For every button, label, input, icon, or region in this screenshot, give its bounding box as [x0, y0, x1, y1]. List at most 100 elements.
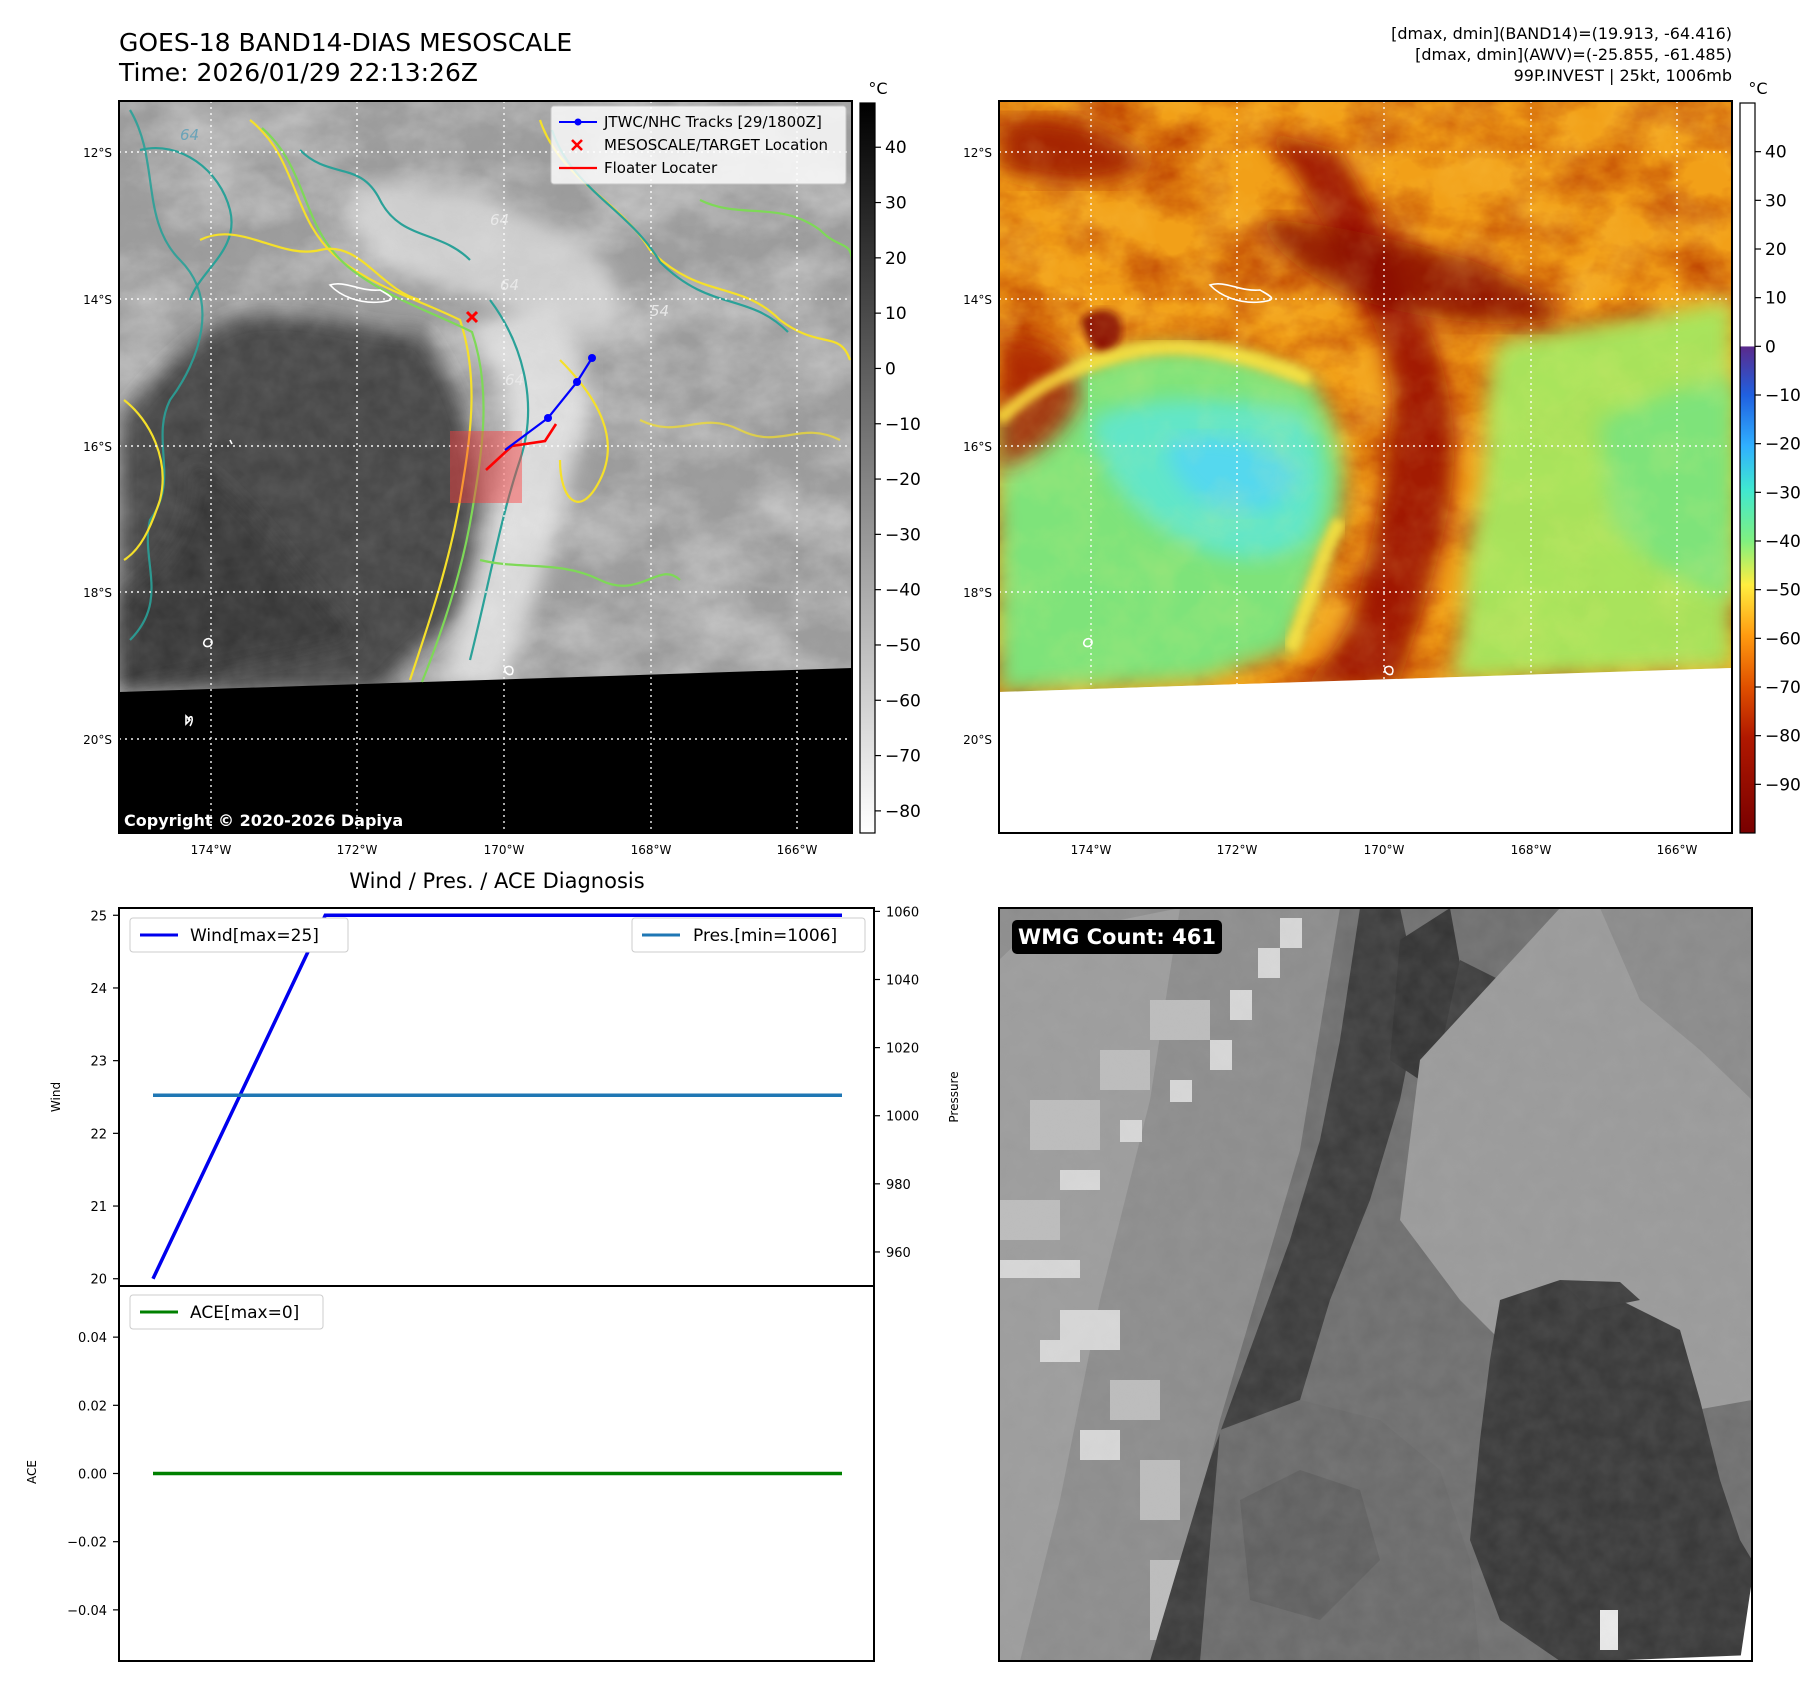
- wmg-count-label: WMG Count: 461: [1018, 925, 1216, 949]
- lat-label: 14°S: [963, 293, 992, 307]
- wmg-count-badge: [1012, 920, 1222, 954]
- colorbar-tick-label: −30: [885, 525, 921, 545]
- colorbar-tick-label: 40: [1765, 143, 1787, 163]
- lon-label: 170°W: [1364, 843, 1405, 857]
- wind-ytick-label: 22: [90, 1127, 107, 1142]
- lat-label: 18°S: [963, 586, 992, 600]
- ace-ytick-label: 0.02: [78, 1399, 107, 1414]
- lat-label: 14°S: [83, 293, 112, 307]
- wind-ytick-label: 21: [90, 1200, 107, 1215]
- colorbar-tick-label: −70: [1765, 678, 1801, 698]
- ace-ytick-label: 0.04: [78, 1331, 107, 1346]
- colorbar-tick-label: −40: [1765, 532, 1801, 552]
- colorbar-tick-label: 40: [885, 138, 907, 158]
- title-line2: Time: 2026/01/29 22:13:26Z: [118, 58, 478, 87]
- title-line1: GOES-18 BAND14-DIAS MESOSCALE: [119, 28, 572, 57]
- pressure-ytick-label: 1040: [886, 974, 919, 989]
- lat-label: 18°S: [83, 586, 112, 600]
- pressure-legend-label: Pres.[min=1006]: [693, 926, 837, 946]
- legend-target: MESOSCALE/TARGET Location: [604, 136, 828, 154]
- ir-legend: JTWC/NHC Tracks [29/1800Z] MESOSCALE/TAR…: [550, 105, 847, 185]
- colorbar-tick-label: −80: [885, 802, 921, 822]
- lon-label: 174°W: [191, 843, 232, 857]
- colorbar-tick-label: 30: [1765, 191, 1787, 211]
- lon-label: 168°W: [631, 843, 672, 857]
- lat-label: 20°S: [83, 733, 112, 747]
- wind-series-line: [151, 913, 842, 1280]
- wind-ytick-label: 24: [90, 982, 107, 997]
- pressure-ytick-label: 980: [886, 1178, 911, 1193]
- ir-colorbar-unit: °C: [868, 79, 887, 98]
- pressure-ytick-label: 1000: [886, 1110, 919, 1125]
- contour-label: 64: [180, 126, 199, 144]
- jtwc-track-point: [573, 378, 581, 386]
- colorbar-tick-label: 20: [1765, 240, 1787, 260]
- awv-map-panel: 12°S 14°S 16°S 18°S 20°S 174°W 172°W 170…: [963, 79, 1801, 857]
- legend-floater: Floater Locater: [604, 159, 718, 177]
- lon-label: 174°W: [1071, 843, 1112, 857]
- lat-label: 12°S: [963, 146, 992, 160]
- ace-ytick-label: 0.00: [78, 1468, 107, 1483]
- wind-legend: Wind[max=25]: [129, 917, 349, 953]
- awv-colorbar: °C 40 30 20 10 0 −10 −20 −30 −40 −50 −60 −70 −80 −90: [1739, 79, 1801, 834]
- legend-jtwc: JTWC/NHC Tracks [29/1800Z]: [603, 113, 822, 131]
- pressure-ytick-label: 1060: [886, 905, 919, 920]
- lat-label: 16°S: [83, 440, 112, 454]
- storm-info: 99P.INVEST | 25kt, 1006mb: [1514, 66, 1732, 85]
- pressure-legend: Pres.[min=1006]: [631, 917, 866, 953]
- colorbar-tick-label: 0: [1765, 337, 1776, 357]
- colorbar-tick-label: −60: [1765, 629, 1801, 649]
- colorbar-tick-label: 30: [885, 194, 907, 214]
- lon-label: 166°W: [1657, 843, 1698, 857]
- ir-colorbar: °C 40 30 20 10 0 −10 −20 −30 −40 −50 −60 −70 −80: [859, 79, 921, 834]
- copyright: Copyright © 2020-2026 Dapiya: [124, 811, 403, 830]
- lon-label: 168°W: [1511, 843, 1552, 857]
- dminmax-band14: [dmax, dmin](BAND14)=(19.913, -64.416): [1391, 24, 1732, 43]
- colorbar-tick-label: −70: [885, 747, 921, 767]
- wind-ytick-label: 25: [90, 909, 107, 924]
- colorbar-tick-label: −10: [885, 415, 921, 435]
- colorbar-tick-label: −50: [1765, 581, 1801, 601]
- target-location-marker: [465, 310, 479, 324]
- colorbar-tick-label: −20: [1765, 435, 1801, 455]
- jtwc-track-line: [504, 357, 593, 451]
- ir-map-panel: 64 64 64 54 64: [83, 79, 921, 857]
- ace-ytick-label: −0.04: [67, 1604, 107, 1619]
- contour-label: 64: [490, 211, 509, 229]
- wmg-panel: WMG Count: 461: [998, 907, 1753, 1662]
- ace-ytick-label: −0.02: [67, 1536, 107, 1551]
- colorbar-tick-label: −40: [885, 581, 921, 601]
- lat-label: 20°S: [963, 733, 992, 747]
- colorbar-tick-label: 0: [885, 359, 896, 379]
- colorbar-tick-label: −30: [1765, 483, 1801, 503]
- lon-label: 170°W: [484, 843, 525, 857]
- floater-locater-line: [485, 423, 558, 471]
- colorbar-tick-label: −60: [885, 691, 921, 711]
- colorbar-tick-label: −50: [885, 636, 921, 656]
- pressure-ytick-label: 1020: [886, 1042, 919, 1057]
- awv-colorbar-unit: °C: [1748, 79, 1767, 98]
- wind-legend-label: Wind[max=25]: [190, 926, 319, 946]
- wind-ylabel: Wind: [49, 1082, 63, 1112]
- colorbar-tick-label: −80: [1765, 727, 1801, 747]
- pressure-ylabel: Pressure: [947, 1071, 961, 1122]
- colorbar-tick-label: −20: [885, 470, 921, 490]
- wind-ytick-label: 20: [90, 1273, 107, 1288]
- colorbar-tick-label: 20: [885, 249, 907, 269]
- jtwc-track-point: [544, 414, 552, 422]
- lat-label: 12°S: [83, 146, 112, 160]
- colorbar-tick-label: −90: [1765, 775, 1801, 795]
- diagnosis-title: Wind / Pres. / ACE Diagnosis: [349, 869, 644, 893]
- dminmax-awv: [dmax, dmin](AWV)=(-25.855, -61.485): [1415, 45, 1732, 64]
- colorbar-tick-label: −10: [1765, 386, 1801, 406]
- contour-label: 54: [650, 302, 669, 320]
- floater-box: [450, 431, 522, 503]
- ace-ylabel: ACE: [25, 1460, 39, 1484]
- ace-legend: ACE[max=0]: [129, 1294, 324, 1330]
- lon-label: 172°W: [337, 843, 378, 857]
- diagnosis-chart: Wind / Pres. / ACE Diagnosis 20 21 22 23 24 2…: [25, 869, 961, 1662]
- ace-legend-label: ACE[max=0]: [190, 1303, 299, 1323]
- colorbar-tick-label: 10: [1765, 289, 1787, 309]
- lon-label: 166°W: [777, 843, 818, 857]
- pressure-ytick-label: 960: [886, 1246, 911, 1261]
